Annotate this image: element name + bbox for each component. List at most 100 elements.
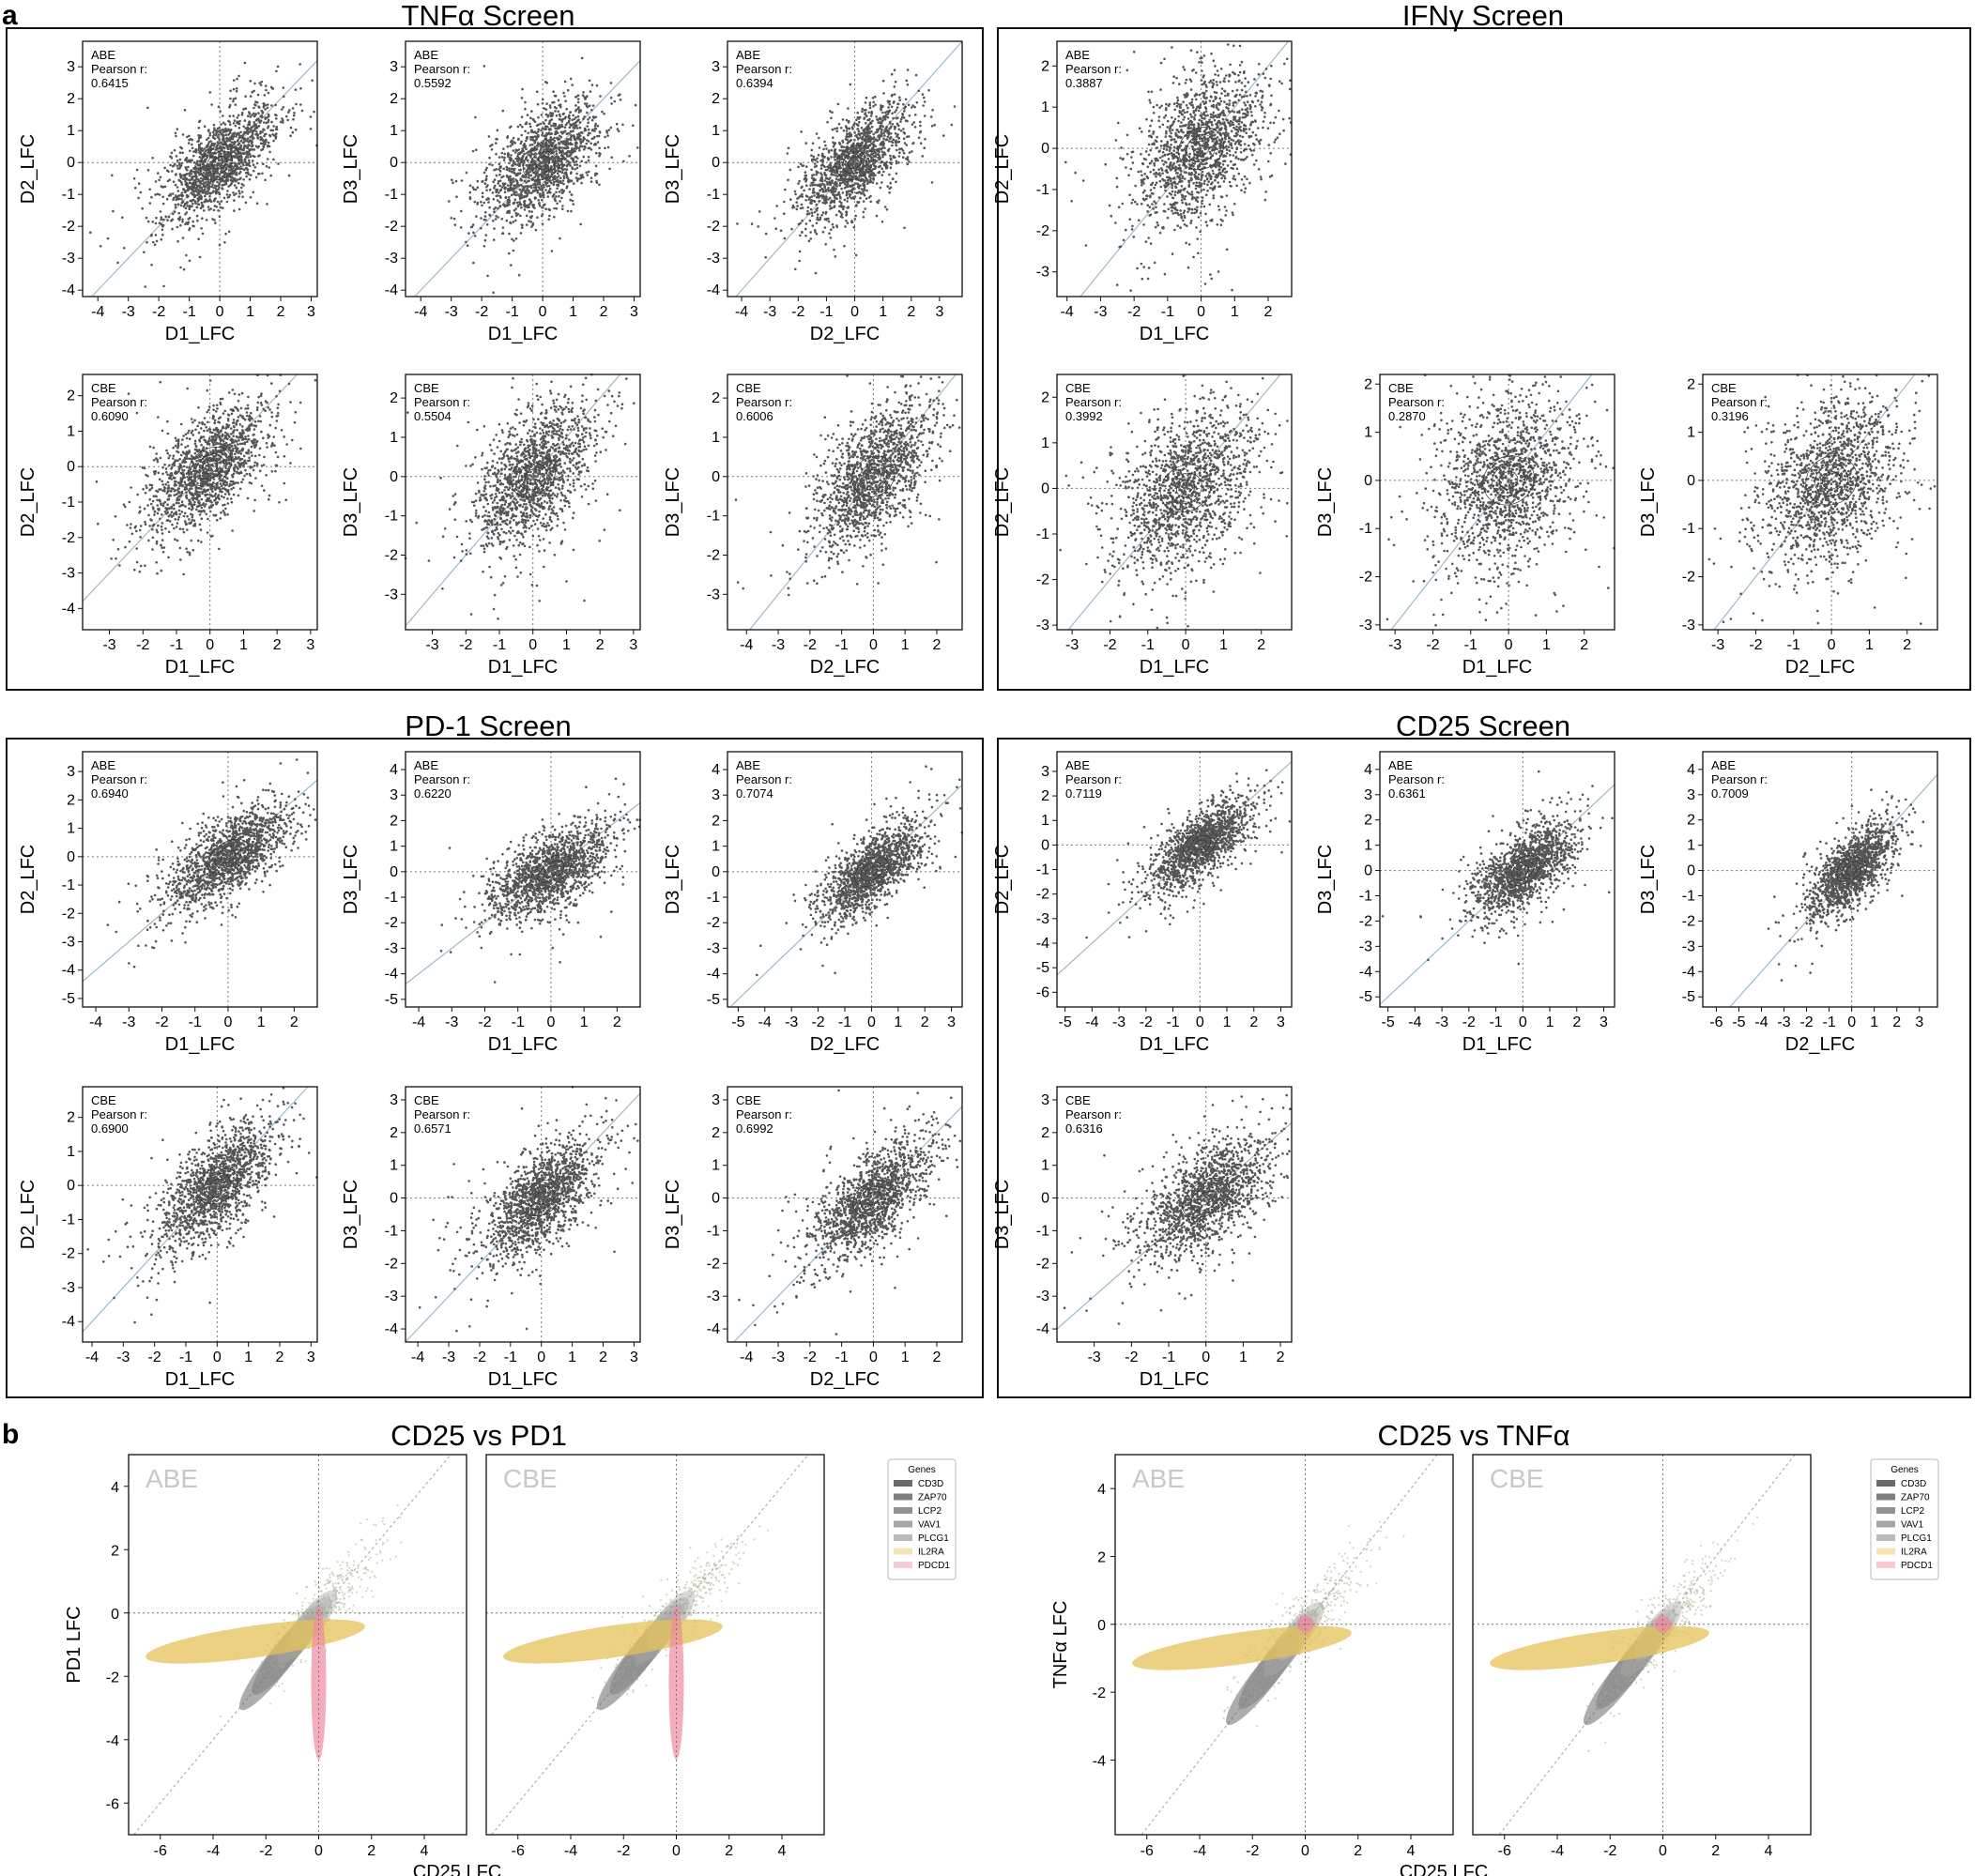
data-point bbox=[261, 81, 264, 84]
data-point bbox=[220, 146, 222, 149]
data-point bbox=[157, 172, 160, 175]
data-point bbox=[528, 151, 530, 154]
data-point bbox=[832, 129, 834, 131]
data-point bbox=[518, 158, 521, 160]
data-point bbox=[198, 120, 201, 123]
data-point bbox=[610, 82, 613, 84]
data-point bbox=[253, 191, 255, 194]
data-point bbox=[163, 167, 166, 170]
data-point bbox=[229, 98, 232, 100]
data-point bbox=[567, 150, 570, 153]
data-point bbox=[545, 108, 548, 111]
data-point bbox=[872, 101, 875, 104]
data-point bbox=[295, 88, 298, 91]
data-point bbox=[513, 142, 516, 145]
data-point bbox=[563, 168, 566, 171]
data-point bbox=[561, 168, 564, 171]
data-point bbox=[301, 110, 304, 113]
data-point bbox=[801, 187, 804, 190]
data-point bbox=[530, 185, 533, 188]
data-point bbox=[587, 174, 589, 176]
data-point bbox=[221, 159, 223, 161]
data-point bbox=[491, 164, 494, 167]
data-point bbox=[208, 195, 211, 198]
data-point bbox=[880, 125, 882, 128]
data-point bbox=[494, 185, 497, 188]
data-point bbox=[900, 130, 903, 132]
data-point bbox=[824, 179, 827, 182]
data-point bbox=[510, 154, 513, 157]
scatter-plot: -4 -3 -2 -1 0 1 2 3-4-3-2-10123ABEPearson r:0.5… bbox=[341, 41, 640, 344]
data-point bbox=[179, 146, 182, 149]
data-point bbox=[241, 137, 244, 140]
data-point bbox=[534, 145, 537, 148]
data-point bbox=[187, 166, 190, 169]
data-point bbox=[186, 186, 189, 189]
data-point bbox=[267, 158, 269, 160]
data-point bbox=[587, 125, 589, 128]
data-point bbox=[175, 135, 177, 138]
data-point bbox=[870, 114, 873, 117]
data-point bbox=[799, 251, 802, 253]
data-point bbox=[282, 121, 284, 124]
data-point bbox=[736, 222, 739, 225]
data-point bbox=[840, 146, 843, 149]
data-point bbox=[263, 106, 266, 109]
data-point bbox=[810, 154, 813, 157]
data-point bbox=[822, 148, 825, 151]
data-point bbox=[208, 134, 211, 137]
data-point bbox=[189, 227, 191, 230]
data-point bbox=[867, 181, 870, 184]
data-point bbox=[576, 163, 579, 166]
data-point bbox=[895, 181, 897, 184]
data-point bbox=[569, 199, 572, 202]
data-point bbox=[514, 220, 517, 222]
data-point bbox=[262, 111, 265, 114]
data-point bbox=[491, 148, 494, 151]
data-point bbox=[460, 226, 463, 229]
data-point bbox=[188, 135, 191, 138]
data-point bbox=[794, 191, 797, 193]
data-point bbox=[604, 136, 606, 139]
data-point bbox=[521, 226, 524, 229]
data-point bbox=[594, 143, 597, 145]
data-point bbox=[553, 123, 556, 126]
data-point bbox=[553, 193, 556, 196]
data-point bbox=[826, 121, 829, 124]
data-point bbox=[510, 222, 513, 225]
data-point bbox=[270, 104, 273, 107]
data-point bbox=[195, 181, 198, 184]
data-point bbox=[236, 187, 238, 190]
data-point bbox=[501, 186, 504, 189]
data-point bbox=[176, 155, 178, 158]
data-point bbox=[203, 172, 206, 175]
data-point bbox=[533, 175, 536, 178]
data-point bbox=[495, 142, 498, 145]
data-point bbox=[574, 137, 576, 140]
data-point bbox=[216, 169, 219, 172]
data-point bbox=[570, 78, 573, 81]
data-point bbox=[819, 146, 821, 149]
data-point bbox=[512, 164, 514, 167]
data-point bbox=[751, 222, 754, 225]
data-point bbox=[575, 145, 578, 148]
data-point bbox=[544, 119, 547, 122]
data-point bbox=[580, 142, 583, 145]
data-point bbox=[830, 202, 833, 205]
data-point bbox=[234, 164, 237, 167]
data-point bbox=[551, 250, 554, 252]
data-point bbox=[161, 216, 163, 219]
data-point bbox=[200, 227, 203, 230]
data-point bbox=[247, 171, 250, 174]
data-point bbox=[865, 197, 868, 200]
data-point bbox=[570, 111, 573, 114]
data-point bbox=[482, 180, 484, 183]
data-point bbox=[610, 97, 613, 99]
data-point bbox=[869, 201, 872, 204]
data-point bbox=[242, 149, 245, 152]
data-point bbox=[543, 122, 545, 125]
data-point bbox=[513, 168, 515, 171]
data-point bbox=[177, 203, 180, 206]
data-point bbox=[233, 98, 236, 100]
data-point bbox=[551, 169, 554, 172]
